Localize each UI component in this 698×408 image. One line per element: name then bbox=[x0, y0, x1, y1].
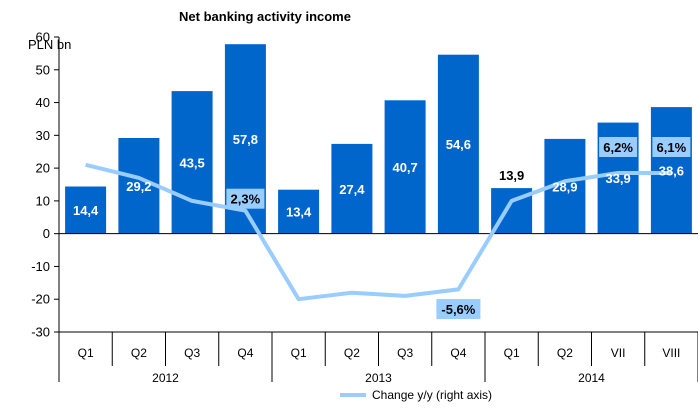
y-tick-label: 10 bbox=[36, 193, 50, 208]
category-label: Q1 bbox=[291, 346, 307, 360]
category-label: VIII bbox=[662, 346, 680, 360]
y-tick-label: 40 bbox=[36, 95, 50, 110]
change-annotation-label: 6,2% bbox=[603, 140, 633, 155]
legend: Change y/y (right axis) bbox=[340, 388, 492, 402]
y-tick-label: -30 bbox=[31, 325, 50, 340]
chart-title: Net banking activity income bbox=[179, 9, 351, 24]
y-tick-label: 0 bbox=[43, 226, 50, 241]
change-annotation-box bbox=[436, 299, 481, 320]
change-annotation-label: -5,6% bbox=[441, 302, 475, 317]
category-label: Q1 bbox=[504, 346, 520, 360]
change-annotation-box bbox=[599, 137, 638, 157]
bar bbox=[65, 186, 107, 234]
data-labels: 14,4 29,2 43,5 57,8 13,4 27,4 40,7 54,6 13,9 28,9… bbox=[73, 132, 691, 320]
y-tick-label: -20 bbox=[31, 292, 50, 307]
bar bbox=[650, 107, 692, 234]
category-label: Q2 bbox=[344, 346, 360, 360]
change-annotation-box bbox=[226, 188, 265, 209]
category-label: Q4 bbox=[450, 346, 466, 360]
group-label: 2012 bbox=[152, 371, 179, 385]
line-series bbox=[85, 162, 672, 302]
bar bbox=[331, 143, 373, 234]
bar bbox=[171, 91, 213, 234]
change-annotation-box bbox=[652, 137, 691, 157]
y-tick-label: 30 bbox=[36, 128, 50, 143]
bar-value-label: 28,9 bbox=[552, 179, 577, 194]
bar-value-label: 13,4 bbox=[286, 205, 312, 220]
y-tick-label: 60 bbox=[36, 30, 50, 45]
change-yy-line bbox=[85, 162, 672, 302]
category-label: Q3 bbox=[397, 346, 413, 360]
bar-value-label: 43,5 bbox=[179, 155, 204, 170]
bar-value-label: 40,7 bbox=[392, 160, 417, 175]
bar-value-label: 54,6 bbox=[446, 137, 471, 152]
bar-value-label: 27,4 bbox=[339, 182, 365, 197]
group-label: 2014 bbox=[578, 371, 605, 385]
bar-value-label: 14,4 bbox=[73, 203, 99, 218]
change-annotation-label: 2,3% bbox=[231, 192, 261, 207]
y-tick-label: 50 bbox=[36, 62, 50, 77]
bar bbox=[384, 100, 426, 234]
group-label: 2013 bbox=[365, 371, 392, 385]
bar bbox=[437, 54, 479, 234]
category-label: Q3 bbox=[184, 346, 200, 360]
category-label: Q2 bbox=[557, 346, 573, 360]
bar-value-label: 33,9 bbox=[605, 171, 630, 186]
category-label: Q4 bbox=[237, 346, 253, 360]
bar-series bbox=[65, 44, 692, 234]
axes: -30 -20 -10 0 10 20 30 40 50 60 Q1 Q2 Q3 Q4 Q1 Q2 Q3 Q4 Q1… bbox=[31, 30, 698, 385]
bar-value-label: 13,9 bbox=[499, 168, 524, 183]
category-label: VII bbox=[611, 346, 626, 360]
category-label: Q2 bbox=[131, 346, 147, 360]
category-label: Q1 bbox=[78, 346, 94, 360]
bar-value-label: 38,6 bbox=[659, 163, 684, 178]
legend-line-label: Change y/y (right axis) bbox=[372, 388, 492, 402]
change-annotation-label: 6,1% bbox=[657, 140, 687, 155]
bar-value-label: 57,8 bbox=[233, 132, 258, 147]
bar bbox=[278, 189, 320, 234]
y-tick-label: 20 bbox=[36, 161, 50, 176]
bar-value-label: 29,2 bbox=[126, 179, 151, 194]
unit-label: PLN bn bbox=[28, 37, 71, 52]
y-tick-label: -10 bbox=[31, 259, 50, 274]
